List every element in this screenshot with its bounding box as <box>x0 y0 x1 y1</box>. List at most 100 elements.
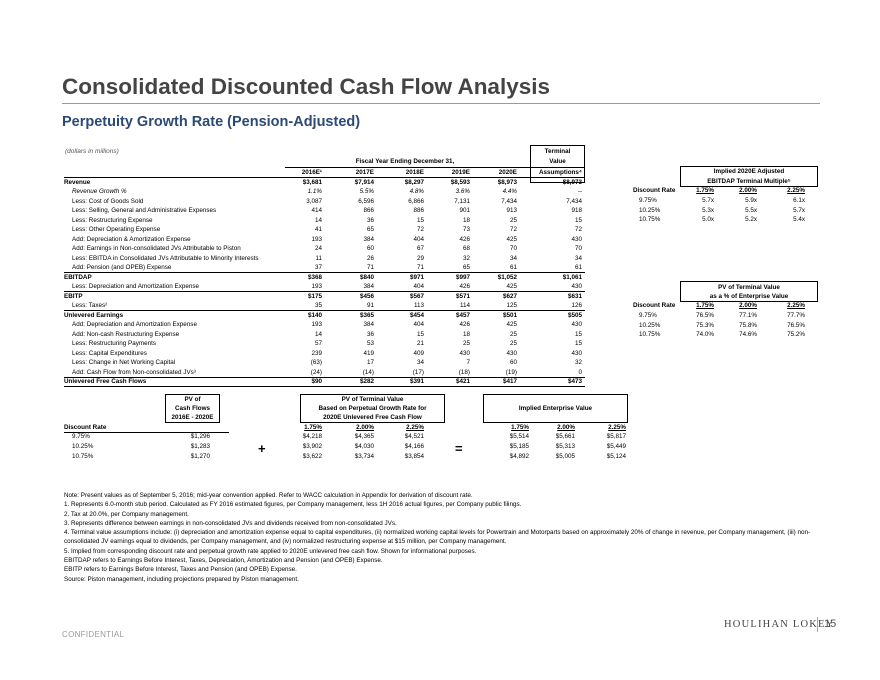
row-value: 53 <box>366 340 374 347</box>
implied-multiple-title-1: Implied 2020E Adjusted <box>713 168 785 175</box>
ev-growth-header: 2.00% <box>557 424 575 431</box>
table-row: Less: Other Operating Expense 41 65 72 73 72 7… <box>64 225 585 234</box>
row-value: $282 <box>359 378 374 385</box>
row-value: 91 <box>366 302 374 309</box>
row-value: 4.4% <box>502 188 517 195</box>
row-value: 61 <box>509 264 517 271</box>
pv-tv-header-box <box>300 394 445 423</box>
sensitivity-cell: 75.2% <box>787 331 805 338</box>
houlihan-lokey-logo: HOULIHAN LOKEY <box>724 619 835 630</box>
row-value: 430 <box>459 349 470 357</box>
row-value: 866 <box>363 207 374 214</box>
row-value: 7,131 <box>454 197 470 205</box>
row-value: 193 <box>311 235 322 243</box>
row-label: Less: EBITDA in Consolidated JVs Attribu… <box>72 254 259 262</box>
discount-rate-value: 10.25% <box>639 321 661 329</box>
pv-cash-flows-value: $1,283 <box>190 443 210 450</box>
row-value: $505 <box>567 311 582 319</box>
table-row: EBITDAP $368 $840 $971 $997 $1,052 $1,061 <box>64 273 585 282</box>
table-bottom-rule <box>64 386 585 387</box>
units-note: (dollars in millions) <box>65 148 119 155</box>
pv-terminal-value: $3,622 <box>302 453 322 460</box>
row-value: 71 <box>416 264 424 271</box>
discount-rate-value: 9.75% <box>639 312 657 319</box>
pv-tv-header-1: PV of Terminal Value <box>341 396 404 403</box>
table-row: Add: Depreciation and Amortization Expen… <box>64 320 585 329</box>
enterprise-value: $5,514 <box>509 433 529 440</box>
row-value: 430 <box>571 349 582 357</box>
table-row: Less: Depreciation and Amortization Expe… <box>64 282 585 291</box>
discount-rate-value: 10.25% <box>72 443 94 450</box>
ev-growth-header: 1.75% <box>511 424 529 431</box>
row-value: 4.8% <box>409 188 424 195</box>
row-label: Add: Pension (and OPEB) Expense <box>72 264 172 271</box>
table-row: Add: Earnings in Non-consolidated JVs At… <box>64 244 585 253</box>
terminal-header-2: Value <box>549 158 566 165</box>
row-value: 65 <box>366 226 374 233</box>
row-value: 72 <box>416 226 424 233</box>
subtotal-rule <box>64 376 585 378</box>
row-value: $417 <box>502 378 517 385</box>
row-value: $3,681 <box>302 178 322 186</box>
growth-rate-header: 2.00% <box>739 302 757 309</box>
enterprise-value: $5,185 <box>509 443 529 450</box>
growth-rate-header: 1.75% <box>696 187 714 194</box>
table-row: Less: Cost of Goods Sold 3,087 6,596 6,866 7… <box>64 197 585 206</box>
terminal-value-header-box <box>530 145 585 183</box>
row-value: 425 <box>506 283 517 290</box>
row-value: 41 <box>314 226 322 233</box>
row-value: 72 <box>509 226 517 233</box>
footnotes: Note: Present values as of September 5, … <box>64 491 824 584</box>
table-row: Add: Cash Flow from Non-consolidated JVs… <box>64 368 585 377</box>
row-value: 426 <box>459 235 470 243</box>
row-value: 14 <box>314 216 322 224</box>
plus-sign: + <box>258 441 266 456</box>
row-value: 18 <box>462 330 470 338</box>
row-label: Revenue Growth % <box>72 188 127 195</box>
table-row: Less: Capital Expenditures 239 419 409 430 43… <box>64 349 585 358</box>
row-label: Less: Depreciation and Amortization Expe… <box>72 283 200 290</box>
row-value: 113 <box>413 302 424 309</box>
pv-tv-header-3: 2020E Unlevered Free Cash Flow <box>323 414 422 421</box>
table-row: Less: EBITDA in Consolidated JVs Attribu… <box>64 254 585 263</box>
footnote: EBITDAP refers to Earnings Before Intere… <box>64 557 383 565</box>
row-label: Less: Restructuring Expense <box>72 216 153 224</box>
row-value: 114 <box>459 302 470 309</box>
sensitivity-cell: 77.7% <box>787 312 805 319</box>
sensitivity-cell: 5.7x <box>793 206 805 214</box>
row-label: EBITP <box>64 292 83 300</box>
row-value: (63) <box>310 359 322 366</box>
tv-growth-header: 2.25% <box>406 424 424 431</box>
row-value: 61 <box>574 264 582 271</box>
pv-cf-header-3: 2016E - 2020E <box>171 414 214 421</box>
sensitivity-cell: 5.7x <box>702 197 714 204</box>
row-value: (18) <box>458 368 470 376</box>
row-value: 5.5% <box>359 188 374 195</box>
ev-header-box <box>483 394 628 423</box>
row-value: 37 <box>314 264 322 271</box>
row-value: $7,914 <box>354 178 374 186</box>
row-value: 6,596 <box>358 197 374 205</box>
period-header: Fiscal Year Ending December 31, <box>355 158 455 165</box>
row-value: $391 <box>409 378 424 385</box>
row-value: 426 <box>459 321 470 328</box>
row-value: 24 <box>314 245 322 252</box>
row-label: EBITDAP <box>64 273 92 281</box>
sensitivity-cell: 5.9x <box>745 197 757 204</box>
row-value: 57 <box>314 340 322 347</box>
row-value: 60 <box>509 359 517 366</box>
enterprise-value: $5,313 <box>555 443 575 450</box>
row-value: $627 <box>502 292 517 300</box>
row-value: (24) <box>310 368 322 376</box>
row-value: 15 <box>574 216 582 224</box>
growth-rate-header: 2.25% <box>787 187 805 194</box>
confidential-label: CONFIDENTIAL <box>62 630 125 639</box>
sensitivity-cell: 5.3x <box>702 206 714 214</box>
sensitivity-cell: 75.3% <box>696 321 714 329</box>
row-value: 36 <box>366 216 374 224</box>
tv-growth-header: 2.00% <box>356 424 374 431</box>
discount-rate-value: 10.75% <box>72 453 94 460</box>
table-row: Less: Change in Net Working Capital (63) 1… <box>64 358 585 367</box>
row-value: 404 <box>413 321 424 328</box>
discount-rate-value: 9.75% <box>72 433 90 440</box>
